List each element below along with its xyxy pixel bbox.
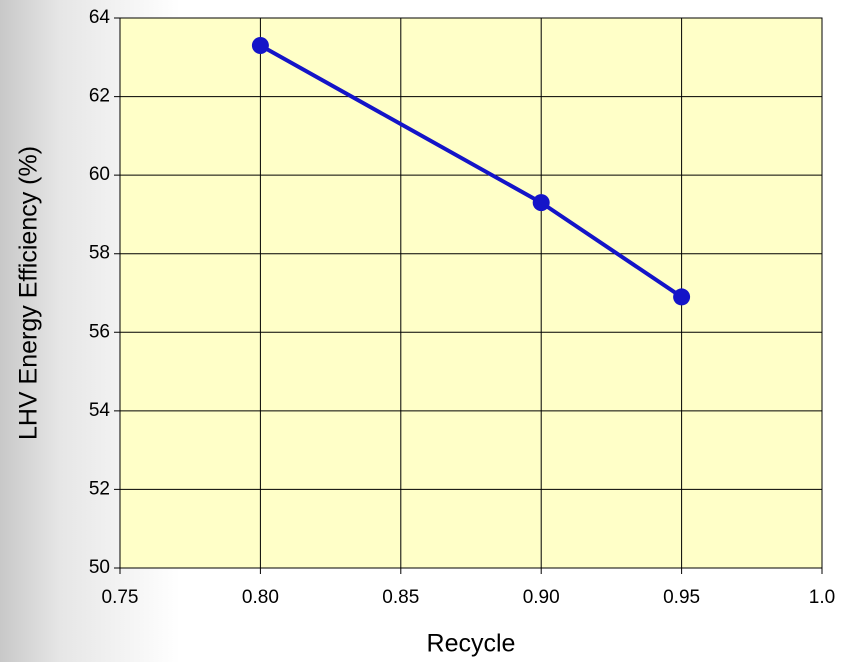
y-tick-label: 58: [89, 243, 110, 264]
y-tick-label: 60: [89, 164, 110, 185]
x-tick-label: 0.95: [663, 587, 700, 608]
x-tick-label: 0.75: [102, 587, 139, 608]
x-tick-label: 0.80: [242, 587, 279, 608]
plot-area: [119, 17, 823, 569]
y-tick-label: 62: [89, 86, 110, 107]
x-tick-label: 0.85: [382, 587, 419, 608]
y-tick-label: 64: [89, 7, 111, 28]
y-tick-label: 50: [89, 557, 110, 578]
data-point: [251, 37, 269, 54]
x-tick-label: 1.0: [809, 587, 835, 608]
y-axis-label: LHV Energy Efficiency (%): [15, 146, 43, 440]
data-point: [673, 288, 691, 306]
y-tick-label: 52: [89, 478, 110, 499]
y-tick-label: 54: [89, 400, 111, 421]
data-point: [532, 194, 550, 212]
x-axis-label: Recycle: [427, 630, 516, 658]
x-tick-label: 0.90: [523, 587, 560, 608]
y-tick-label: 56: [89, 321, 110, 342]
